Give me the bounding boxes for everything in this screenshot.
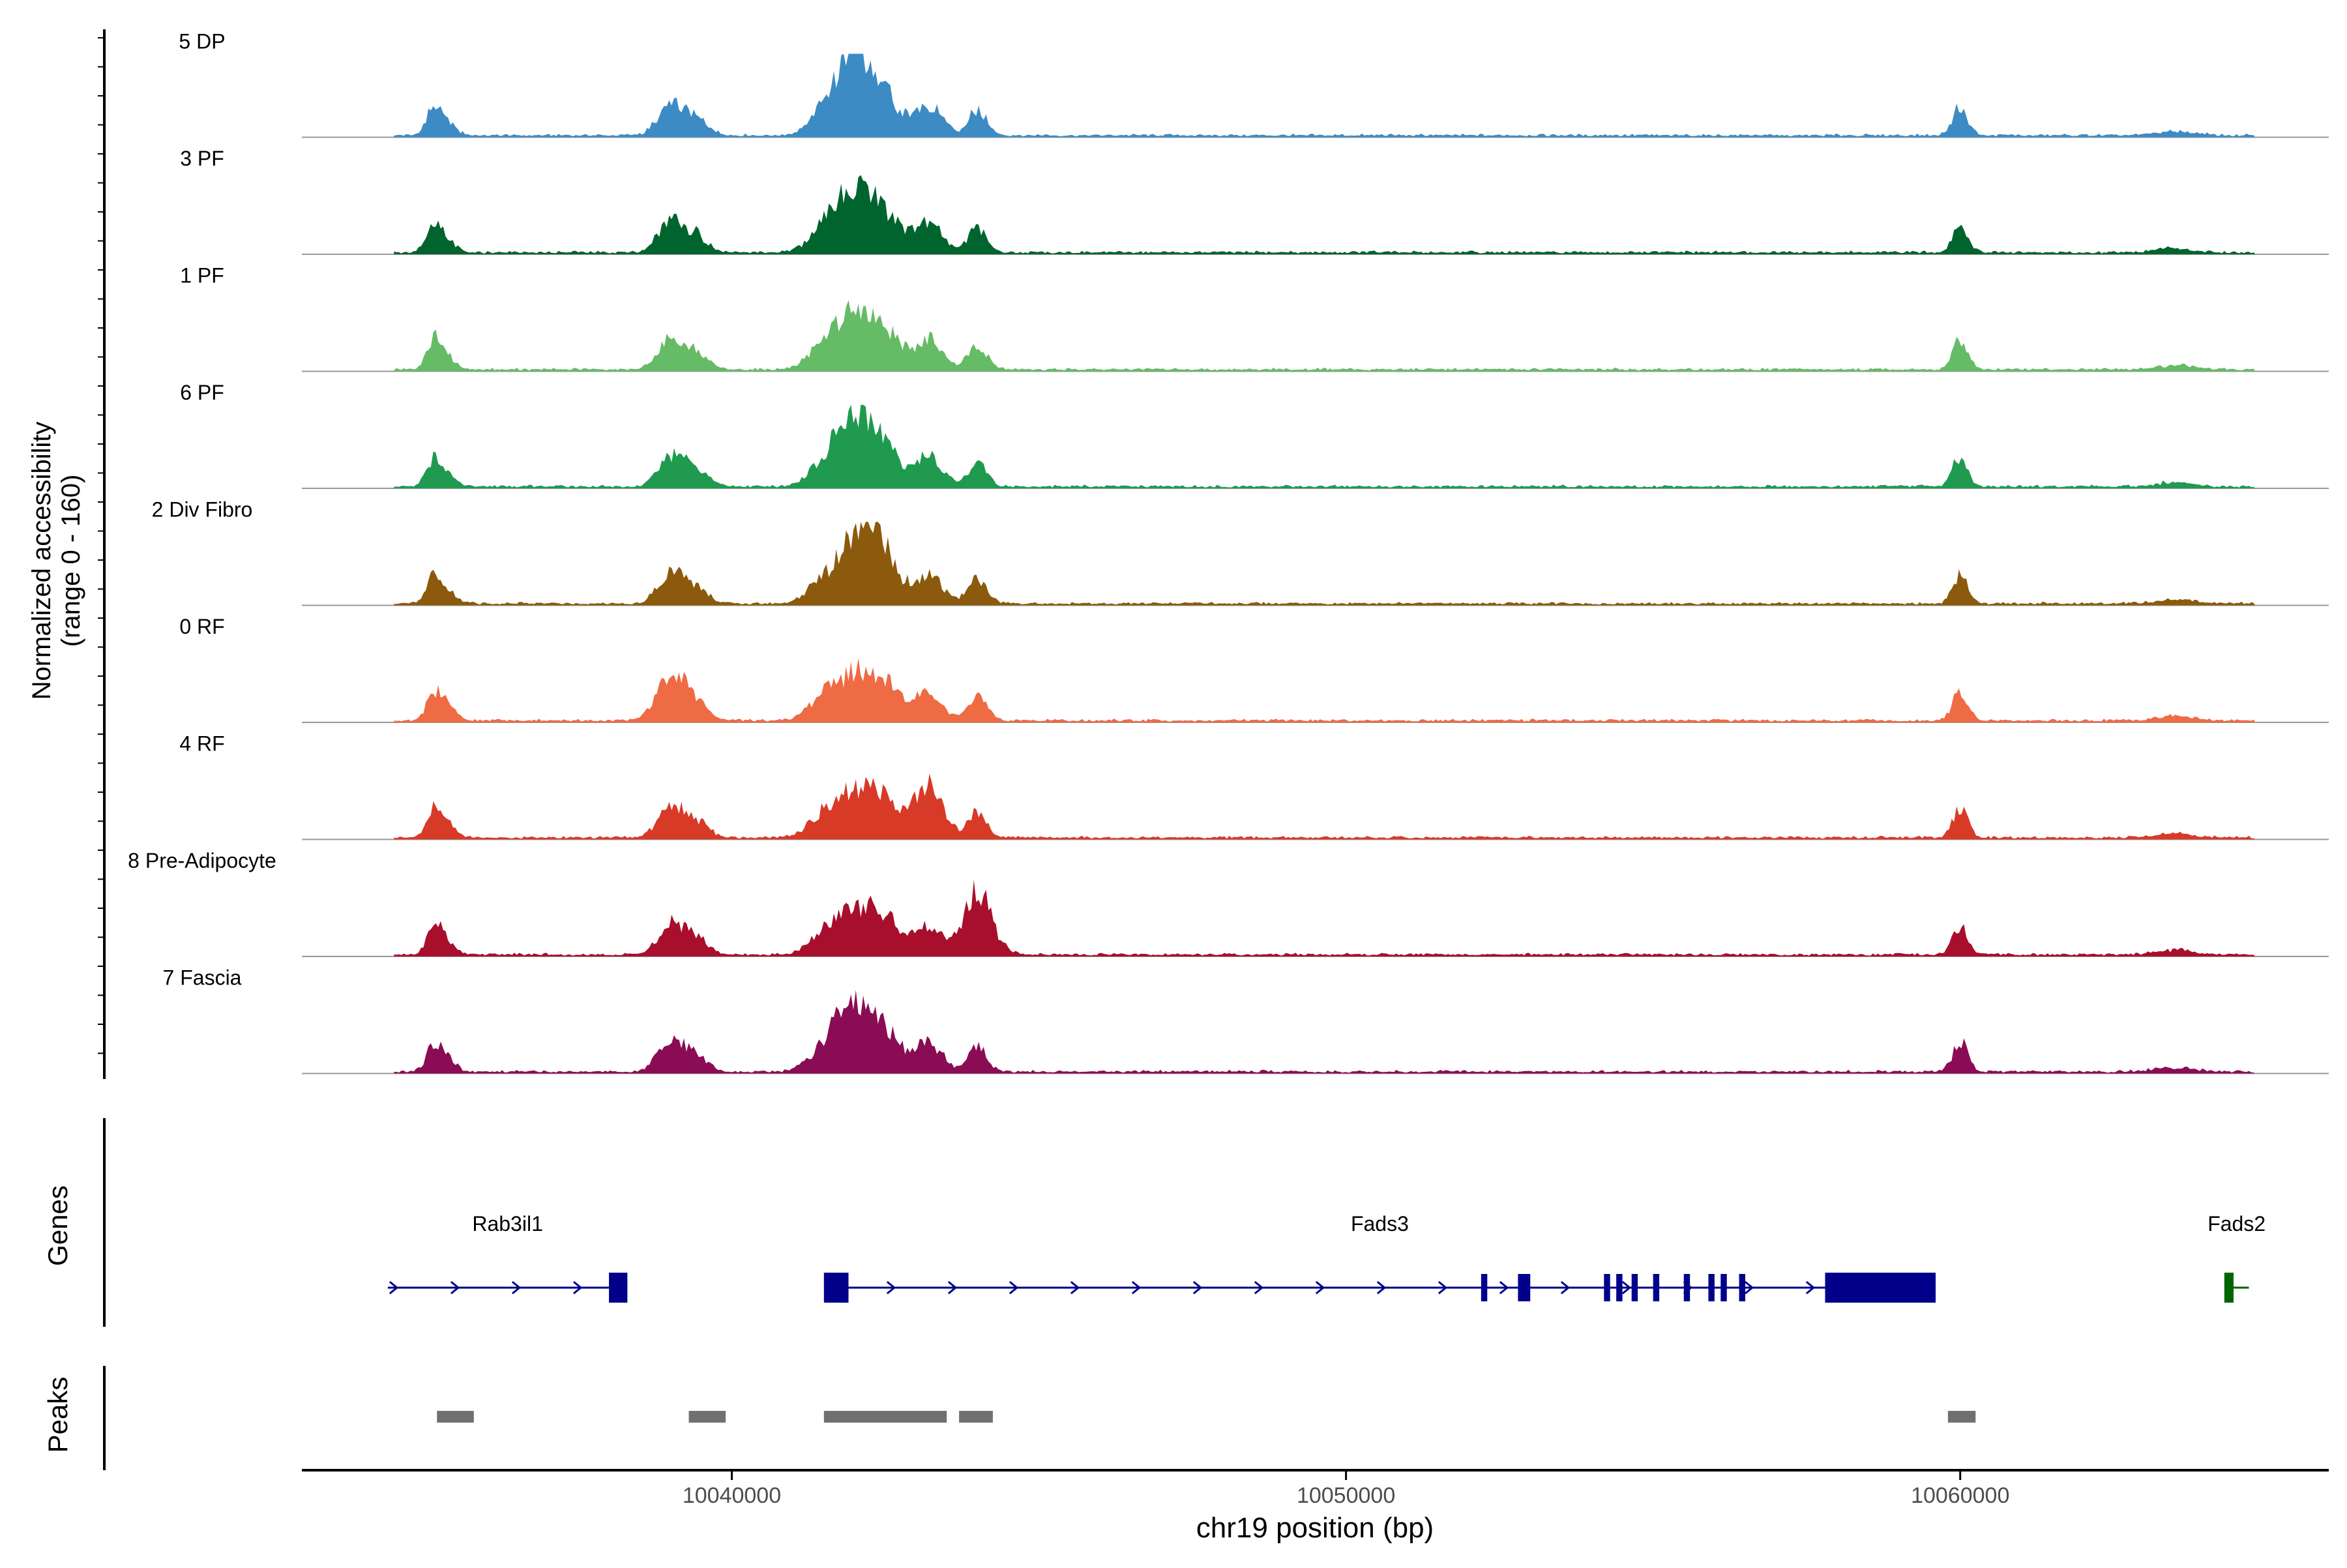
coverage-area [394, 880, 2255, 956]
peaks-track-label: Peaks [42, 1377, 73, 1453]
gene-fads3: Fads3 [823, 1212, 1936, 1303]
track-label: 6 PF [180, 381, 224, 404]
exon [1720, 1274, 1727, 1301]
exon [1653, 1274, 1660, 1301]
track-label: 3 PF [180, 147, 224, 170]
track-7-fascia: 7 Fascia [163, 966, 2329, 1074]
x-tick-label: 10060000 [1911, 1483, 2009, 1508]
track-6-pf: 6 PF [180, 381, 2329, 489]
exon [1604, 1274, 1610, 1301]
x-axis: 10040000 10050000 10060000 [302, 1469, 2329, 1508]
exon [1683, 1274, 1690, 1301]
strand-arrow [1560, 1280, 1571, 1295]
strand-arrow [1315, 1280, 1325, 1295]
track-label: 2 Div Fibro [152, 498, 253, 522]
peaks-track [103, 1366, 1976, 1470]
exon [1708, 1274, 1715, 1301]
strand-arrow [886, 1280, 896, 1295]
track-label: 0 RF [179, 615, 224, 638]
exon [1825, 1273, 1936, 1303]
strand-arrow [1009, 1280, 1019, 1295]
strand-arrow [1805, 1280, 1816, 1295]
track-2-div-fibro: 2 Div Fibro [152, 498, 2329, 606]
strand-arrow [1376, 1280, 1387, 1295]
coverage-area [394, 300, 2255, 372]
gene-label: Rab3il1 [472, 1212, 543, 1235]
peak-region [688, 1411, 726, 1423]
exon [1631, 1274, 1638, 1301]
y-axis-labels: Normalized accessibility (range 0 - 160) [27, 422, 85, 700]
x-axis-label: chr19 position (bp) [1196, 1512, 1434, 1544]
strand-arrow [1499, 1280, 1509, 1295]
x-tick-label: 10050000 [1297, 1483, 1395, 1508]
coverage-area [394, 53, 2255, 138]
exon [1616, 1274, 1623, 1301]
exon [1518, 1274, 1531, 1301]
coverage-area [394, 175, 2255, 254]
track-label: 1 PF [180, 264, 224, 288]
y-axis-sublabel: (range 0 - 160) [57, 475, 85, 647]
genes-track: Rab3il1 Fads3 Fads2 [103, 1118, 2266, 1327]
track-label: 7 Fascia [163, 966, 242, 990]
y-axis-label: Normalized accessibility [27, 422, 56, 700]
gene-label: Fads2 [2207, 1212, 2266, 1235]
strand-arrow [450, 1280, 460, 1295]
strand-arrow [1131, 1280, 1142, 1295]
peak-region [959, 1411, 993, 1423]
track-4-rf: 4 RF [179, 732, 2329, 840]
coverage-area [394, 773, 2255, 840]
coverage-area [394, 990, 2255, 1074]
gene-fads2: Fads2 [2207, 1212, 2266, 1303]
track-1-pf: 1 PF [180, 264, 2329, 372]
track-0-rf: 0 RF [179, 615, 2329, 723]
strand-arrow [1254, 1280, 1264, 1295]
track-label: 8 Pre-Adipocyte [128, 849, 276, 872]
strand-arrow [1438, 1280, 1448, 1295]
peak-region [437, 1411, 474, 1423]
exon [1739, 1274, 1745, 1301]
x-tick-label: 10040000 [683, 1483, 781, 1508]
strand-arrow [511, 1280, 522, 1295]
coverage-tracks: 5 DP 3 PF 1 PF 6 PF 2 Div Fibro 0 RF 4 RF 8 Pre… [128, 30, 2329, 1074]
exon [609, 1273, 628, 1303]
coverage-area [394, 522, 2255, 606]
exon [1481, 1274, 1488, 1301]
gene-rab3il1: Rab3il1 [387, 1212, 628, 1303]
peak-region [1947, 1411, 1976, 1423]
track-5-dp: 5 DP [179, 30, 2329, 138]
peak-region [823, 1411, 947, 1423]
genes-track-label: Genes [42, 1185, 73, 1266]
left-y-axis [98, 29, 106, 1079]
track-8-pre-adipocyte: 8 Pre-Adipocyte [128, 849, 2329, 957]
coverage-area [394, 658, 2255, 722]
exon [823, 1273, 849, 1303]
track-3-pf: 3 PF [180, 147, 2329, 255]
strand-arrow [1744, 1280, 1754, 1295]
gene-label: Fads3 [1351, 1212, 1409, 1235]
track-label: 4 RF [179, 732, 224, 756]
track-label: 5 DP [179, 30, 225, 53]
strand-arrow [1070, 1280, 1080, 1295]
strand-arrow [389, 1280, 399, 1295]
coverage-area [394, 405, 2255, 488]
strand-arrow [1192, 1280, 1203, 1295]
strand-arrow [947, 1280, 958, 1295]
strand-arrow [1621, 1280, 1632, 1295]
strand-arrow [572, 1280, 583, 1295]
exon [2224, 1273, 2234, 1303]
